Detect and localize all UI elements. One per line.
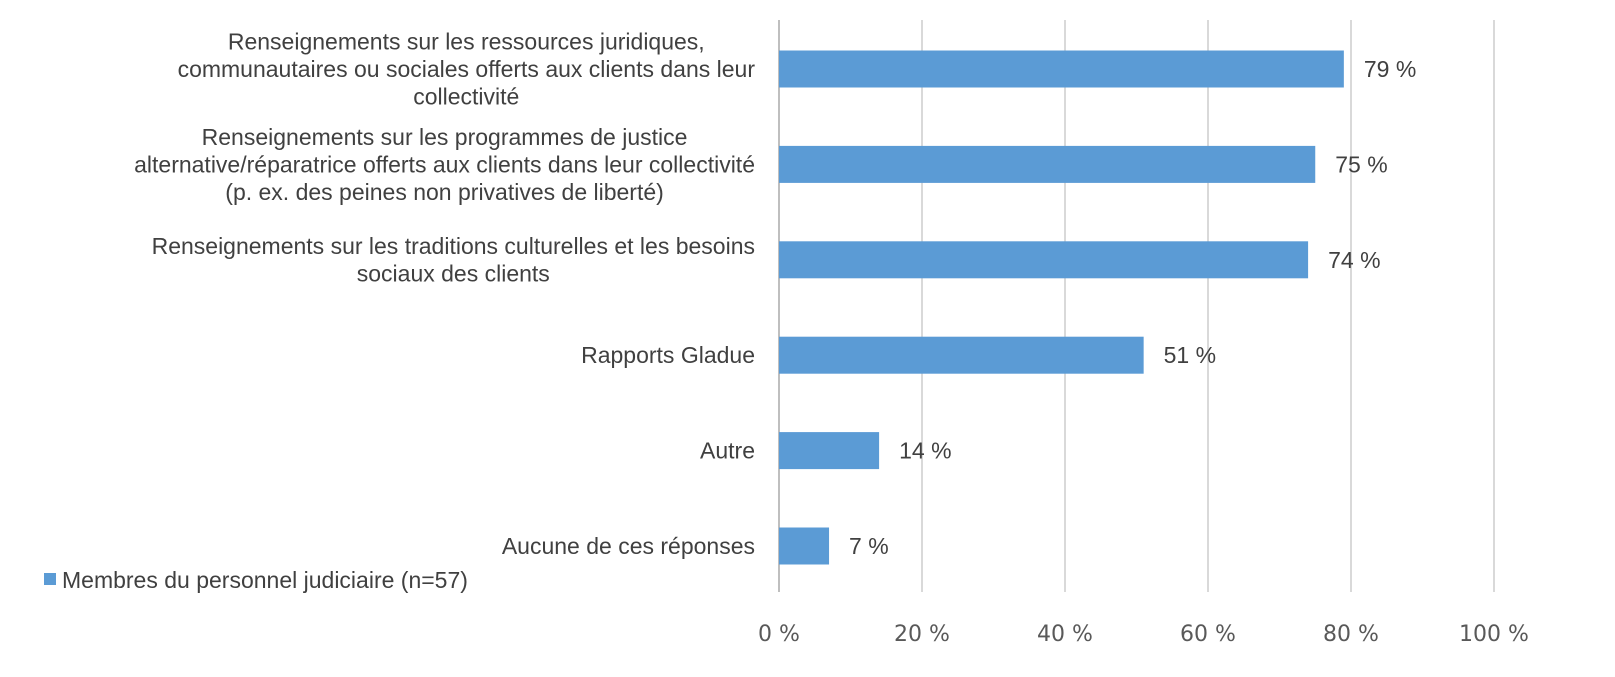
bar <box>779 241 1309 279</box>
x-tick-label: 20 % <box>894 622 950 647</box>
x-axis-tick-labels: 0 % 20 % 40 % 60 % 80 % 100 % <box>758 622 1529 647</box>
category-label: Renseignements sur les traditions cultur… <box>152 233 755 259</box>
bars <box>779 50 1344 565</box>
category-label: alternative/réparatrice offerts aux clie… <box>134 151 755 177</box>
bar <box>779 336 1144 374</box>
gridlines <box>778 20 1495 592</box>
category-label: Autre <box>700 438 755 464</box>
category-label: communautaires ou sociales offerts aux c… <box>178 56 756 82</box>
x-tick-label: 100 % <box>1459 622 1529 647</box>
data-label: 51 % <box>1164 342 1216 368</box>
bar <box>779 50 1344 88</box>
category-label: Rapports Gladue <box>581 342 755 368</box>
value-labels: 79 % 75 % 74 % 51 % 14 % 7 % <box>849 56 1416 559</box>
bar <box>779 527 830 565</box>
category-label: Renseignements sur les ressources juridi… <box>228 29 705 55</box>
category-label: collectivité <box>413 84 519 110</box>
data-label: 79 % <box>1364 56 1416 82</box>
legend-label: Membres du personnel judiciaire (n=57) <box>62 567 468 593</box>
bar <box>779 145 1316 183</box>
data-label: 14 % <box>899 438 951 464</box>
bar <box>779 432 880 470</box>
x-tick-label: 60 % <box>1180 622 1236 647</box>
category-label: (p. ex. des peines non privatives de lib… <box>225 179 664 205</box>
data-label: 7 % <box>849 533 889 559</box>
category-label: Renseignements sur les programmes de jus… <box>202 124 688 150</box>
category-labels: Renseignements sur les ressources juridi… <box>134 29 755 560</box>
data-label: 74 % <box>1328 247 1380 273</box>
legend-swatch <box>44 573 56 585</box>
x-tick-label: 0 % <box>758 622 800 647</box>
x-tick-label: 80 % <box>1323 622 1379 647</box>
category-label: sociaux des clients <box>357 261 550 287</box>
category-label: Aucune de ces réponses <box>502 533 755 559</box>
x-tick-label: 40 % <box>1037 622 1093 647</box>
data-label: 75 % <box>1335 151 1387 177</box>
legend: Membres du personnel judiciaire (n=57) <box>44 567 468 593</box>
